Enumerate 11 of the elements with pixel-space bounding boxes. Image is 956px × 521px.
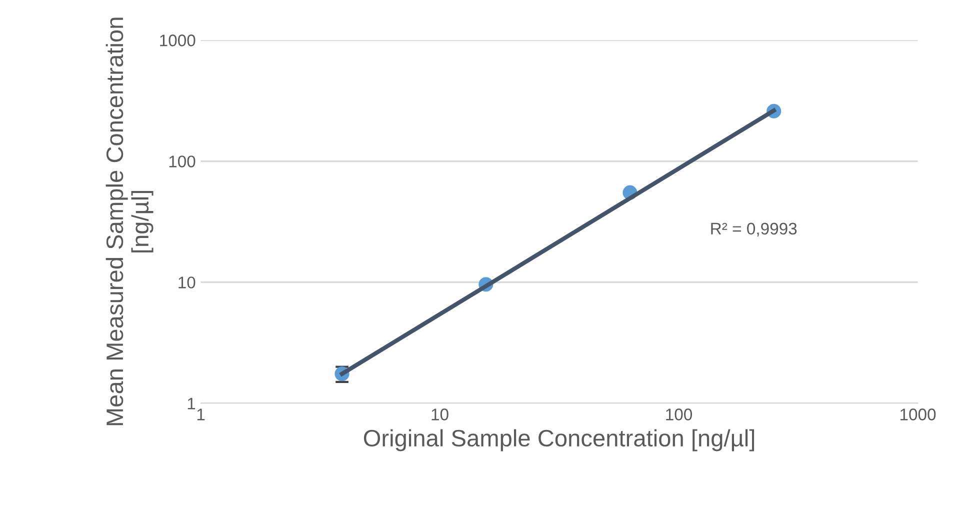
annotation: R² = 0,9993 (711, 222, 797, 237)
x-tick-label: 10 (432, 408, 448, 420)
y-tick-label: 1 (188, 398, 196, 410)
x-tick-label: 1 (197, 408, 205, 420)
y-tick-label: 10 (178, 276, 196, 288)
y-tick-label: 1000 (160, 34, 196, 46)
y-axis-title: Mean Measured Sample Concentration [ng/µl] (106, 18, 154, 426)
x-tick-label: 1000 (900, 408, 936, 420)
x-axis-title: Original Sample Concentration [ng/µl] (364, 429, 754, 452)
y-tick-label: 100 (169, 156, 196, 168)
x-tick-label: 100 (666, 408, 692, 420)
